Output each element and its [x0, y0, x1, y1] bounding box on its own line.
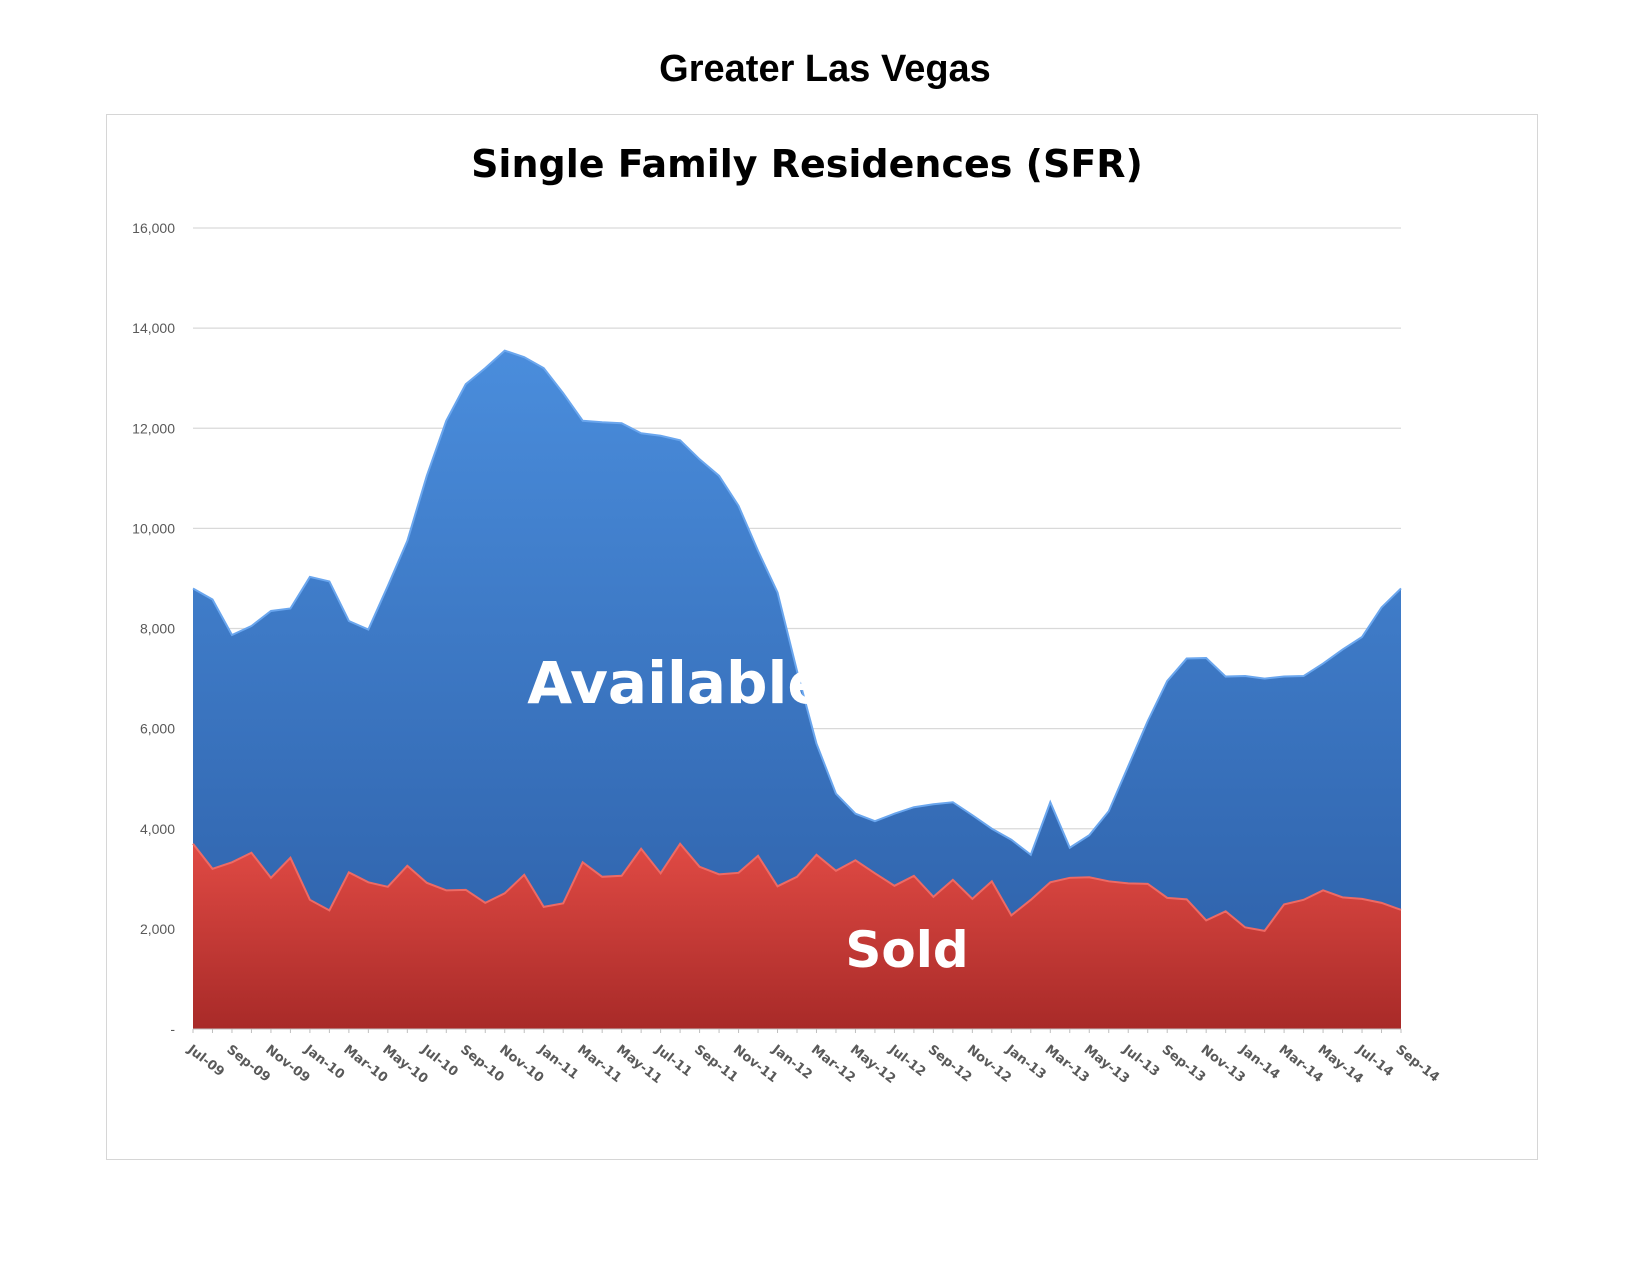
y-tick-label: 8,000 [140, 621, 175, 637]
y-tick-label: - [170, 1021, 175, 1037]
y-tick-label: 12,000 [132, 420, 175, 436]
y-tick-label: 2,000 [140, 921, 175, 937]
series-line-available [192, 349, 1402, 857]
series-labels: Available Sold [527, 649, 968, 979]
series-area-sold [193, 843, 1401, 1029]
y-axis: - 2,000 4,000 6,000 8,000 10,000 12,000 14,000 1… [132, 220, 175, 1037]
series-label-available: Available [527, 649, 826, 717]
y-tick-label: 4,000 [140, 821, 175, 837]
y-tick-label: 16,000 [132, 220, 175, 236]
chart-title: Single Family Residences (SFR) [471, 142, 1143, 186]
page-title: Greater Las Vegas [659, 48, 991, 90]
chart-frame: Single Family Residences (SFR) - 2,000 4,0… [106, 114, 1538, 1160]
x-tick-label: Sep-14 [1393, 1042, 1442, 1085]
series-line-sold [192, 842, 1402, 932]
y-tick-label: 10,000 [132, 520, 175, 536]
y-tick-label: 14,000 [132, 320, 175, 336]
series-label-sold: Sold [845, 921, 968, 979]
series-area-available [193, 350, 1401, 1029]
area-series [192, 349, 1402, 1029]
x-tick-label: Jul-09 [184, 1042, 227, 1080]
y-tick-label: 6,000 [140, 721, 175, 737]
area-chart: Single Family Residences (SFR) - 2,000 4,0… [132, 142, 1442, 1087]
x-axis: Jul-09Sep-09Nov-09Jan-10Mar-10May-10Jul-… [184, 1028, 1442, 1087]
